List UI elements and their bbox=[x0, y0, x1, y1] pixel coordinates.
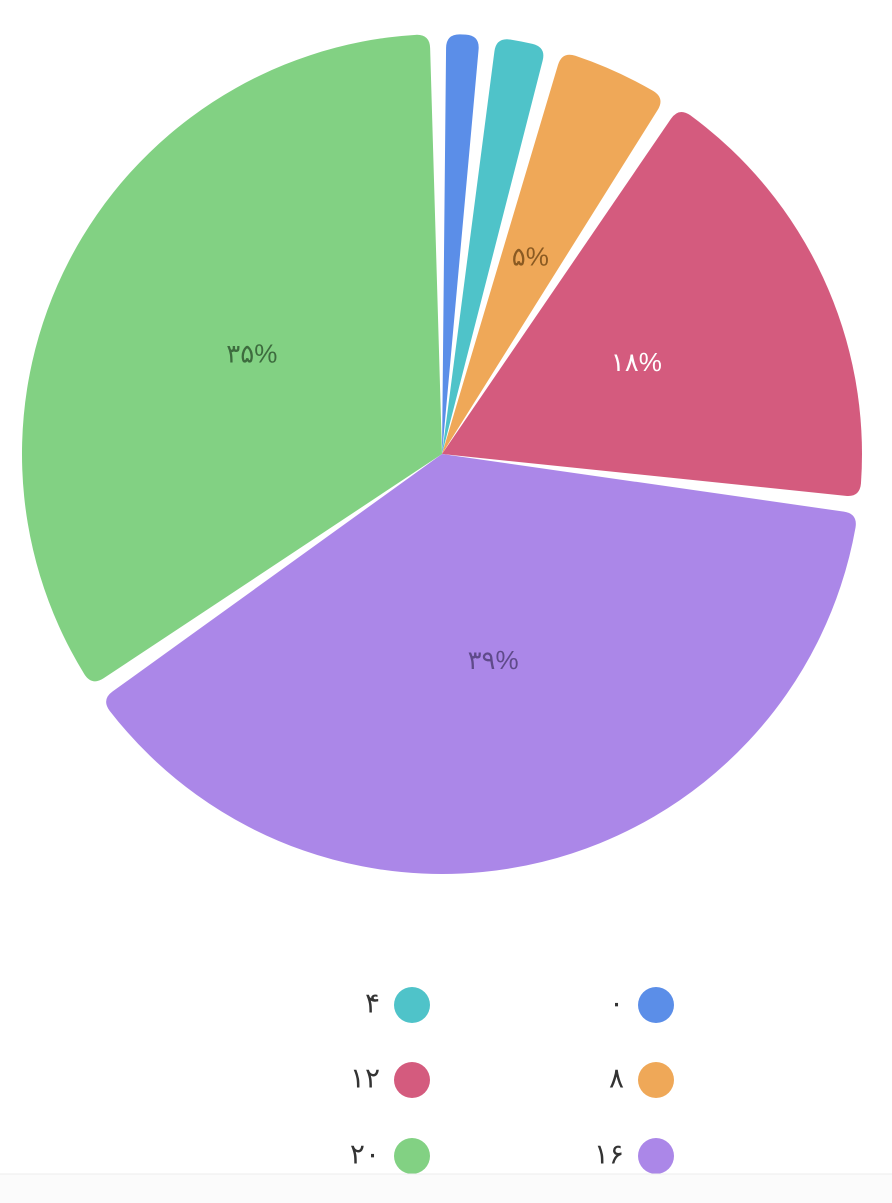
svg-text:۱۲: ۱۲ bbox=[350, 1062, 380, 1093]
svg-text:۵%: ۵% bbox=[512, 242, 549, 272]
svg-text:۴: ۴ bbox=[365, 987, 380, 1018]
svg-text:۱۸%: ۱۸% bbox=[611, 347, 662, 377]
svg-text:۲۰: ۲۰ bbox=[350, 1138, 380, 1169]
svg-text:۰: ۰ bbox=[609, 987, 624, 1018]
svg-text:۳۵%: ۳۵% bbox=[226, 338, 277, 368]
svg-text:۳۹%: ۳۹% bbox=[468, 645, 519, 675]
svg-text:۱۶: ۱۶ bbox=[594, 1138, 624, 1169]
svg-text:۸: ۸ bbox=[609, 1062, 624, 1093]
